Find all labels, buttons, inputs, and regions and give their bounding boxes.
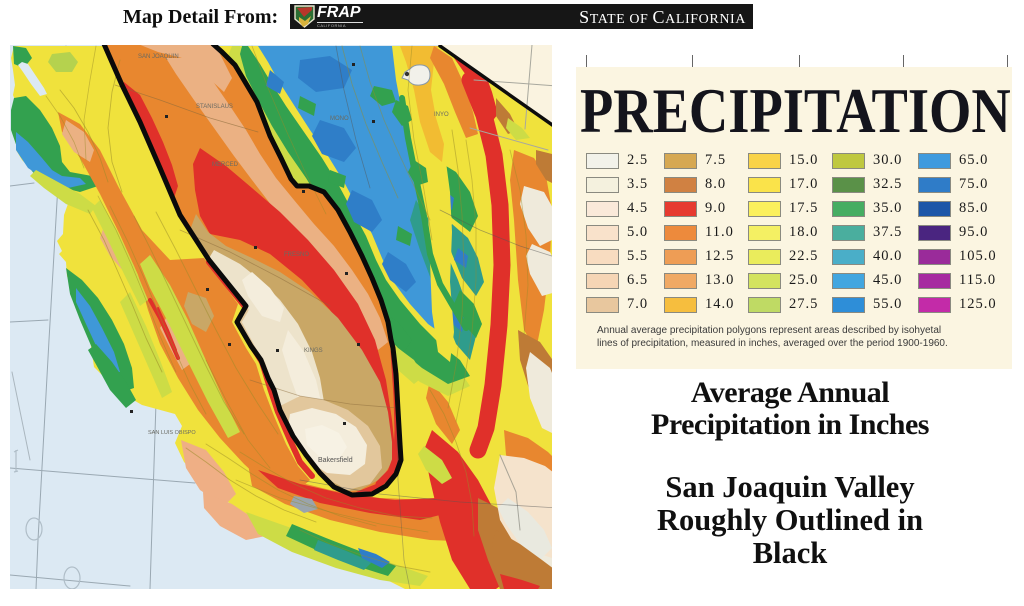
svg-text:INYO: INYO: [434, 112, 449, 118]
svg-text:SAN JOAQUIN: SAN JOAQUIN: [138, 54, 179, 60]
svg-text:SAN LUIS OBISPO: SAN LUIS OBISPO: [148, 430, 196, 436]
svg-text:FRESNO: FRESNO: [284, 252, 309, 258]
svg-text:KINGS: KINGS: [304, 348, 323, 354]
svg-text:STANISLAUS: STANISLAUS: [196, 104, 233, 110]
svg-text:Bakersfield: Bakersfield: [318, 457, 353, 464]
svg-text:MONO: MONO: [330, 116, 349, 122]
svg-text:MERCED: MERCED: [212, 162, 239, 168]
